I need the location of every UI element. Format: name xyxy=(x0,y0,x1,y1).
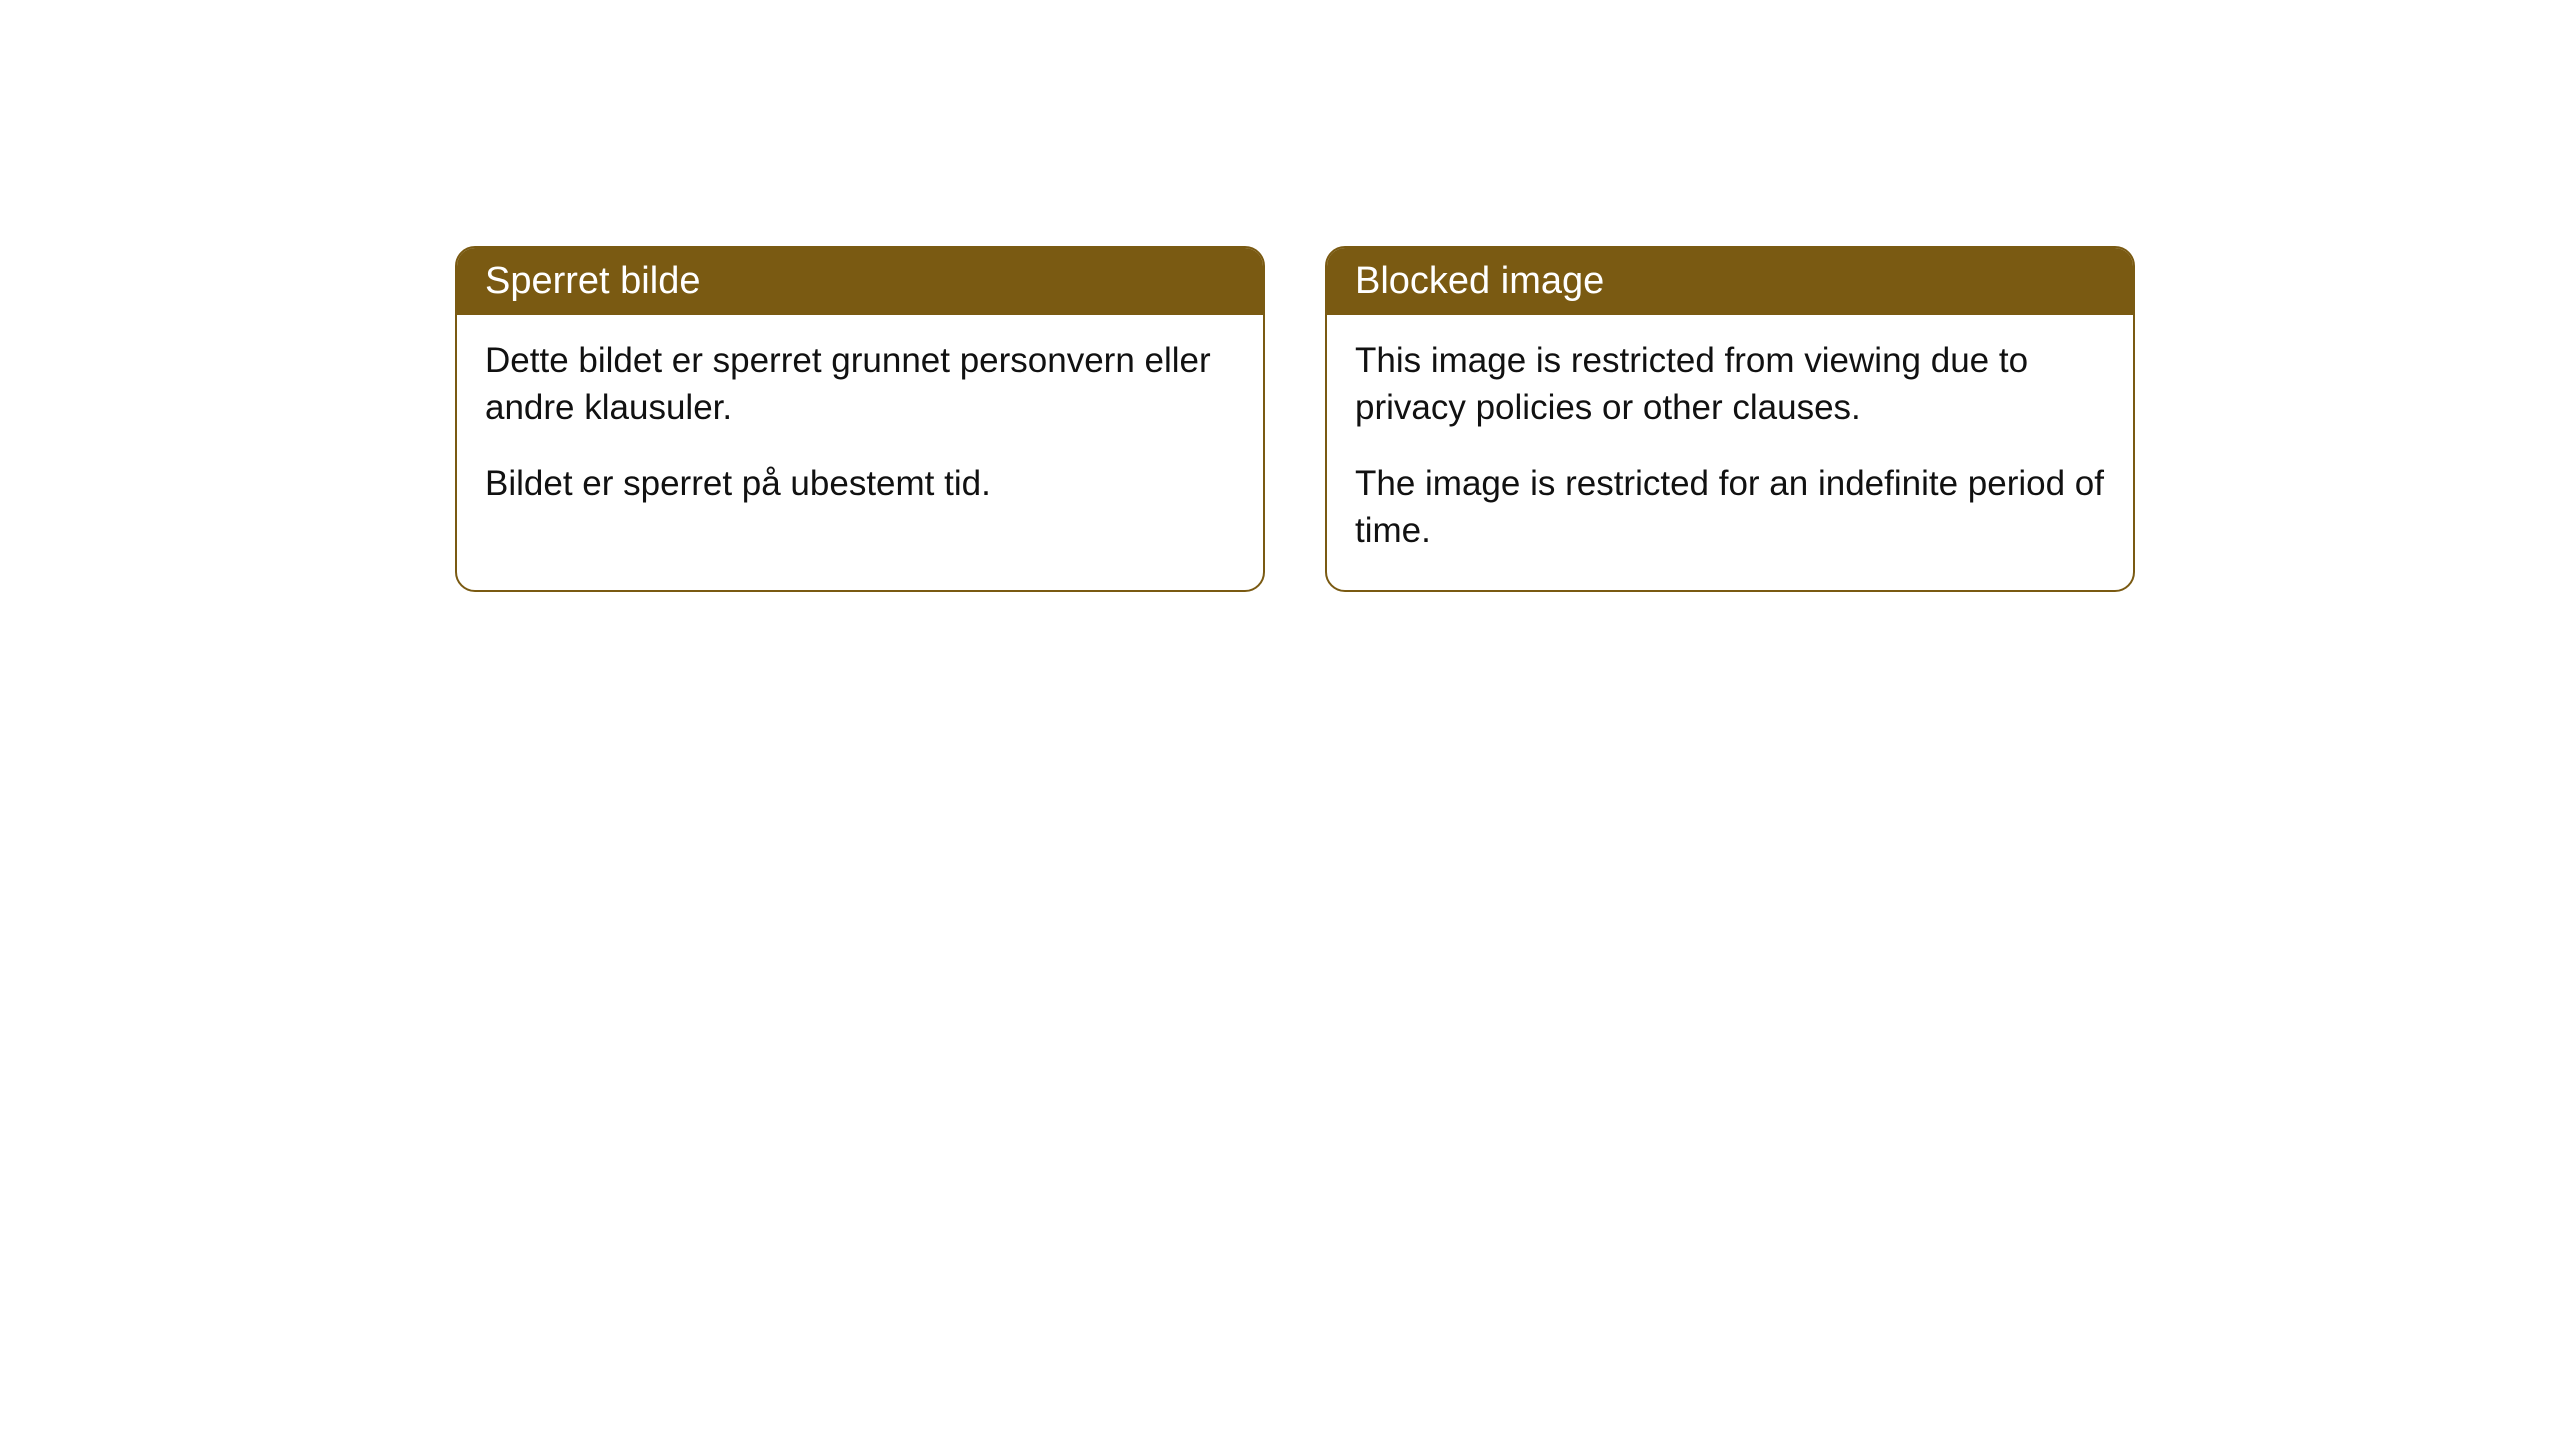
notice-body-english: This image is restricted from viewing du… xyxy=(1327,315,2133,590)
notice-title-english: Blocked image xyxy=(1327,248,2133,315)
notice-container: Sperret bilde Dette bildet er sperret gr… xyxy=(455,246,2135,592)
notice-paragraph: This image is restricted from viewing du… xyxy=(1355,337,2105,432)
notice-card-norwegian: Sperret bilde Dette bildet er sperret gr… xyxy=(455,246,1265,592)
notice-card-english: Blocked image This image is restricted f… xyxy=(1325,246,2135,592)
notice-paragraph: The image is restricted for an indefinit… xyxy=(1355,460,2105,555)
notice-title-norwegian: Sperret bilde xyxy=(457,248,1263,315)
notice-paragraph: Dette bildet er sperret grunnet personve… xyxy=(485,337,1235,432)
notice-paragraph: Bildet er sperret på ubestemt tid. xyxy=(485,460,1235,507)
notice-body-norwegian: Dette bildet er sperret grunnet personve… xyxy=(457,315,1263,543)
